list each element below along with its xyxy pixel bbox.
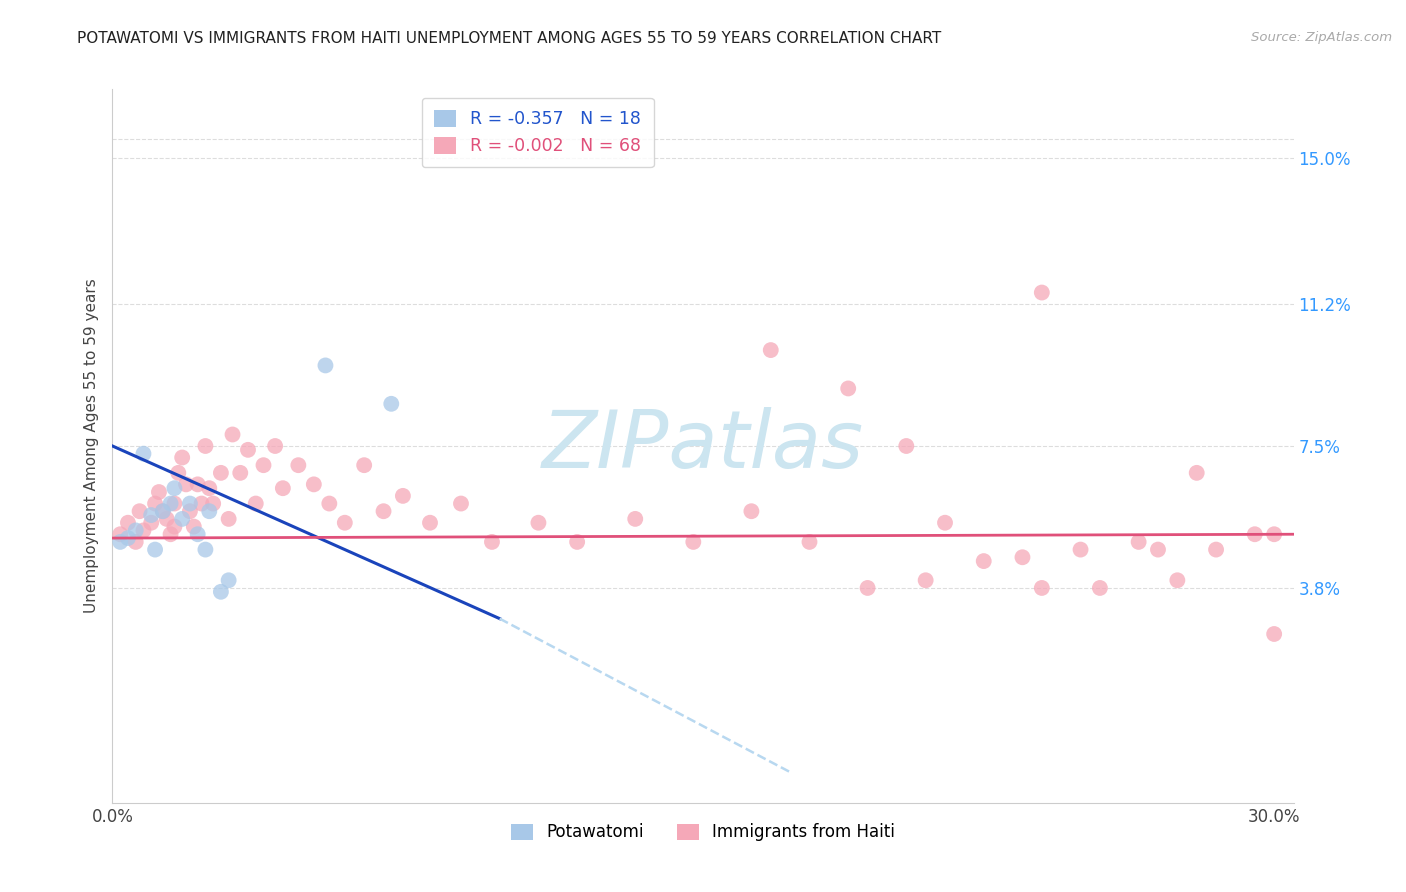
Point bbox=[353, 458, 375, 473]
Point bbox=[190, 497, 212, 511]
Point bbox=[1147, 542, 1170, 557]
Point bbox=[450, 497, 472, 511]
Point bbox=[896, 439, 918, 453]
Point bbox=[565, 535, 588, 549]
Point bbox=[856, 581, 879, 595]
Point bbox=[1011, 550, 1033, 565]
Point bbox=[682, 535, 704, 549]
Point bbox=[799, 535, 821, 549]
Point bbox=[1263, 627, 1285, 641]
Point bbox=[380, 397, 402, 411]
Point bbox=[128, 504, 150, 518]
Text: Source: ZipAtlas.com: Source: ZipAtlas.com bbox=[1251, 31, 1392, 45]
Point bbox=[187, 477, 209, 491]
Point bbox=[183, 519, 205, 533]
Point bbox=[1205, 542, 1227, 557]
Point bbox=[159, 527, 181, 541]
Point bbox=[218, 512, 240, 526]
Point bbox=[264, 439, 287, 453]
Point bbox=[125, 535, 148, 549]
Point bbox=[314, 359, 336, 373]
Point bbox=[373, 504, 395, 518]
Point bbox=[172, 512, 194, 526]
Point bbox=[174, 477, 197, 491]
Point bbox=[152, 504, 174, 518]
Point bbox=[198, 481, 221, 495]
Point bbox=[1166, 574, 1188, 588]
Point bbox=[209, 466, 232, 480]
Point bbox=[914, 574, 936, 588]
Point bbox=[143, 497, 166, 511]
Point bbox=[287, 458, 309, 473]
Point bbox=[198, 504, 221, 518]
Point bbox=[302, 477, 325, 491]
Point bbox=[163, 497, 186, 511]
Point bbox=[209, 584, 232, 599]
Point bbox=[141, 516, 163, 530]
Text: ZIPatlas: ZIPatlas bbox=[541, 407, 865, 485]
Point bbox=[141, 508, 163, 522]
Point bbox=[1263, 527, 1285, 541]
Point bbox=[167, 466, 190, 480]
Point bbox=[318, 497, 340, 511]
Point bbox=[179, 497, 201, 511]
Point bbox=[194, 542, 217, 557]
Point bbox=[194, 439, 217, 453]
Point bbox=[152, 504, 174, 518]
Point bbox=[110, 535, 132, 549]
Point bbox=[218, 574, 240, 588]
Point bbox=[179, 504, 201, 518]
Point bbox=[236, 442, 259, 457]
Point bbox=[245, 497, 267, 511]
Point bbox=[392, 489, 415, 503]
Point bbox=[202, 497, 225, 511]
Point bbox=[1128, 535, 1150, 549]
Point bbox=[481, 535, 503, 549]
Point bbox=[271, 481, 294, 495]
Point bbox=[159, 497, 181, 511]
Point bbox=[934, 516, 956, 530]
Point bbox=[252, 458, 274, 473]
Point bbox=[156, 512, 179, 526]
Point bbox=[837, 381, 859, 395]
Point bbox=[187, 527, 209, 541]
Point bbox=[148, 485, 170, 500]
Point bbox=[759, 343, 782, 357]
Point bbox=[132, 524, 155, 538]
Point bbox=[229, 466, 252, 480]
Point bbox=[333, 516, 356, 530]
Point bbox=[163, 519, 186, 533]
Point bbox=[117, 516, 139, 530]
Point bbox=[740, 504, 762, 518]
Point bbox=[132, 447, 155, 461]
Point bbox=[1031, 581, 1053, 595]
Point bbox=[527, 516, 550, 530]
Point bbox=[143, 542, 166, 557]
Point bbox=[117, 531, 139, 545]
Text: POTAWATOMI VS IMMIGRANTS FROM HAITI UNEMPLOYMENT AMONG AGES 55 TO 59 YEARS CORRE: POTAWATOMI VS IMMIGRANTS FROM HAITI UNEM… bbox=[77, 31, 942, 46]
Point bbox=[1088, 581, 1111, 595]
Point bbox=[172, 450, 194, 465]
Point bbox=[1243, 527, 1265, 541]
Point bbox=[1031, 285, 1053, 300]
Legend: Potawatomi, Immigrants from Haiti: Potawatomi, Immigrants from Haiti bbox=[505, 817, 901, 848]
Point bbox=[624, 512, 647, 526]
Point bbox=[973, 554, 995, 568]
Y-axis label: Unemployment Among Ages 55 to 59 years: Unemployment Among Ages 55 to 59 years bbox=[83, 278, 98, 614]
Point bbox=[1070, 542, 1092, 557]
Point bbox=[110, 527, 132, 541]
Point bbox=[163, 481, 186, 495]
Point bbox=[221, 427, 243, 442]
Point bbox=[125, 524, 148, 538]
Point bbox=[419, 516, 441, 530]
Point bbox=[1185, 466, 1208, 480]
